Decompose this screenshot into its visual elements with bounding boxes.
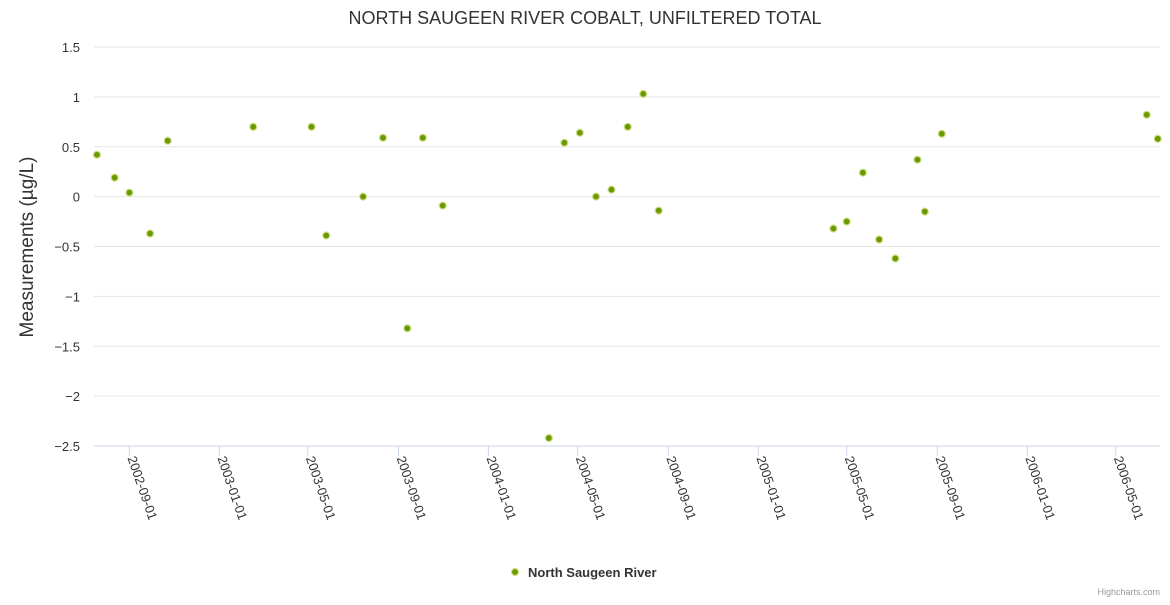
x-tick-label: 2003-01-01 [214,454,250,522]
data-point[interactable] [938,130,945,137]
y-tick-label: 0.5 [62,140,80,155]
data-point[interactable] [876,236,883,243]
data-point[interactable] [914,156,921,163]
y-tick-label: 1.5 [62,40,80,55]
x-tick-label: 2004-01-01 [484,454,520,522]
legend[interactable]: North Saugeen River [512,565,657,580]
x-tick-label: 2005-05-01 [842,454,878,522]
data-point[interactable] [250,123,257,130]
y-tick-label: −1 [65,289,80,304]
data-point[interactable] [608,186,615,193]
legend-marker-icon[interactable] [512,569,519,576]
grid-lines [94,47,1160,446]
data-point[interactable] [111,174,118,181]
legend-label-north-saugeen-river[interactable]: North Saugeen River [528,565,657,580]
data-point[interactable] [360,193,367,200]
data-point[interactable] [593,193,600,200]
data-point[interactable] [859,169,866,176]
y-axis-ticks: 1.5 1 0.5 0 −0.5 −1 −1.5 −2 −2.5 [54,40,80,454]
data-point[interactable] [921,208,928,215]
x-tick-label: 2003-05-01 [303,454,339,522]
data-points[interactable] [93,90,1161,441]
data-point[interactable] [561,139,568,146]
data-point[interactable] [624,123,631,130]
y-tick-label: −2 [65,389,80,404]
y-tick-label: −0.5 [54,240,80,255]
y-tick-label: 1 [73,90,80,105]
y-tick-label: −1.5 [54,339,80,354]
data-point[interactable] [576,129,583,136]
data-point[interactable] [379,134,386,141]
data-point[interactable] [164,137,171,144]
data-point[interactable] [147,230,154,237]
y-tick-label: 0 [73,190,80,205]
data-point[interactable] [843,218,850,225]
highcharts-credit[interactable]: Highcharts.com [1097,587,1160,597]
data-point[interactable] [640,90,647,97]
data-point[interactable] [545,435,552,442]
x-tick-label: 2003-09-01 [394,454,430,522]
x-tick-label: 2002-09-01 [125,454,161,522]
data-point[interactable] [892,255,899,262]
scatter-chart: NORTH SAUGEEN RIVER COBALT, UNFILTERED T… [0,0,1170,600]
data-point[interactable] [308,123,315,130]
data-point[interactable] [126,189,133,196]
x-tick-label: 2006-01-01 [1022,454,1058,522]
y-tick-label: −2.5 [54,439,80,454]
y-axis-title: Measurements (µg/L) [17,157,38,338]
chart-title: NORTH SAUGEEN RIVER COBALT, UNFILTERED T… [348,8,821,28]
x-axis: 2002-09-01 2003-01-01 2003-05-01 2003-09-01… [94,446,1160,522]
data-point[interactable] [93,151,100,158]
x-tick-label: 2006-05-01 [1111,454,1147,522]
data-point[interactable] [404,325,411,332]
data-point[interactable] [439,202,446,209]
chart-container: NORTH SAUGEEN RIVER COBALT, UNFILTERED T… [0,0,1170,600]
data-point[interactable] [1143,111,1150,118]
data-point[interactable] [1154,135,1161,142]
data-point[interactable] [323,232,330,239]
data-point[interactable] [655,207,662,214]
x-tick-label: 2004-09-01 [663,454,699,522]
x-tick-label: 2005-01-01 [753,454,789,522]
x-tick-label: 2005-09-01 [933,454,969,522]
x-tick-label: 2004-05-01 [573,454,609,522]
data-point[interactable] [419,134,426,141]
data-point[interactable] [830,225,837,232]
